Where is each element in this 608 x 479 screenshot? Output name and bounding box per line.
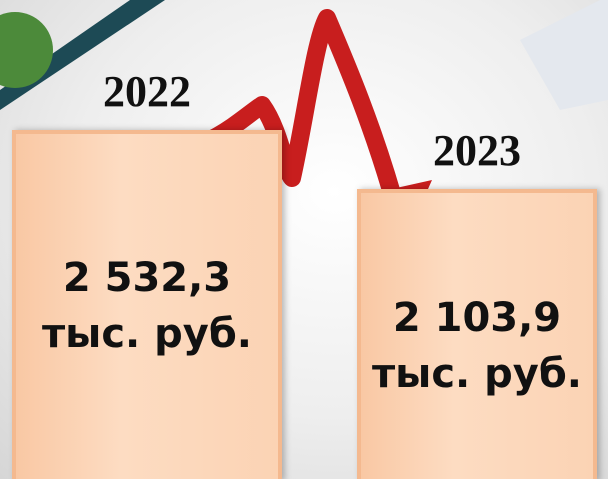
category-label: 2023 xyxy=(433,126,521,176)
paper xyxy=(520,0,608,110)
value-label: 2 103,9 тыс. руб. xyxy=(371,294,583,397)
plant xyxy=(0,12,53,88)
category-label: 2022 xyxy=(103,67,191,116)
trend-arrow xyxy=(164,9,407,218)
bar: 2 532,3 тыс. руб. xyxy=(12,130,282,479)
value-label: 2 532,3 тыс. руб. xyxy=(41,254,253,357)
corner-stripe xyxy=(0,0,165,110)
bar: 2 103,9 тыс. руб. xyxy=(357,189,597,479)
